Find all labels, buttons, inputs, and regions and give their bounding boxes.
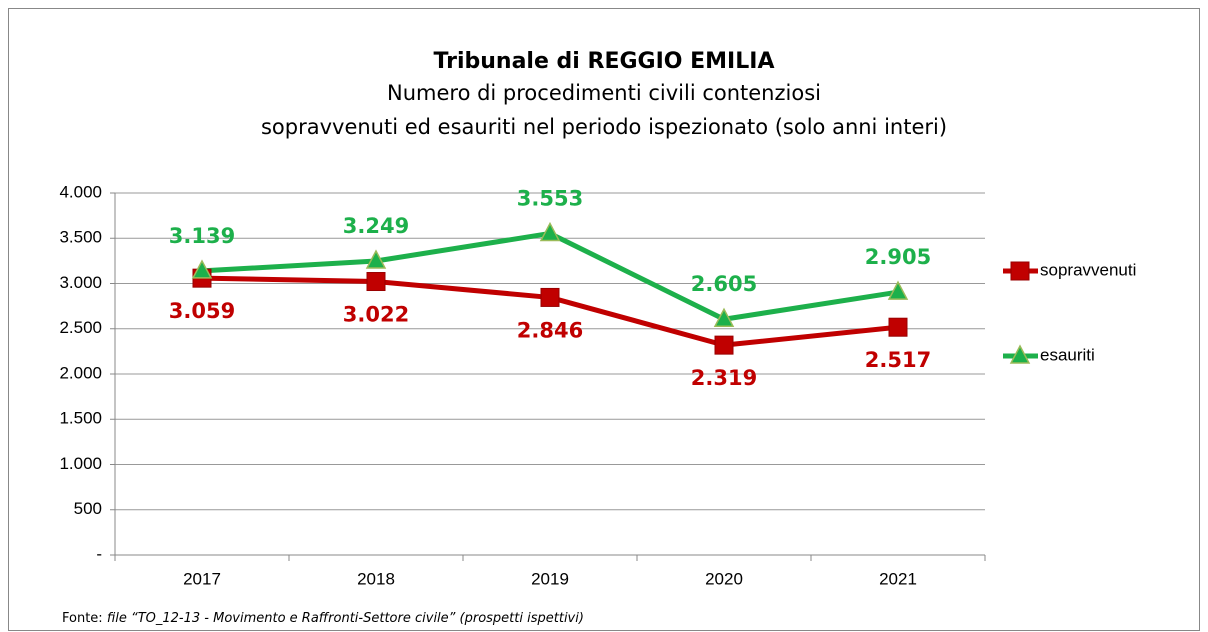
value-label: 2.605 bbox=[691, 272, 757, 296]
data-point bbox=[540, 287, 560, 307]
value-label: 3.139 bbox=[169, 224, 235, 248]
y-tick-label: 2.000 bbox=[59, 363, 102, 382]
source-text: file “TO_12-13 - Movimento e Raffronti-S… bbox=[107, 611, 584, 626]
value-label: 2.846 bbox=[517, 318, 583, 342]
legend-marker bbox=[1009, 344, 1031, 364]
x-tick-label: 2017 bbox=[183, 569, 221, 588]
value-label: 2.905 bbox=[865, 245, 931, 269]
chart-subtitle: Numero di procedimenti civili contenzios… bbox=[387, 81, 821, 105]
legend-marker bbox=[1010, 261, 1030, 281]
y-tick-label: - bbox=[96, 544, 102, 563]
chart-title: Tribunale di REGGIO EMILIA bbox=[434, 49, 775, 74]
data-point bbox=[539, 221, 561, 242]
x-tick-label: 2020 bbox=[705, 569, 743, 588]
data-point bbox=[366, 272, 386, 292]
y-tick-label: 1.500 bbox=[59, 409, 102, 428]
chart-subtitle: sopravvenuti ed esauriti nel periodo isp… bbox=[261, 115, 947, 139]
data-point bbox=[887, 280, 909, 300]
data-point bbox=[365, 249, 387, 269]
data-point bbox=[714, 335, 734, 355]
data-point bbox=[713, 307, 735, 327]
data-point bbox=[191, 259, 213, 279]
y-tick-label: 3.000 bbox=[59, 273, 102, 292]
source-label: Fonte: bbox=[62, 611, 103, 626]
chart-frame bbox=[8, 8, 1200, 631]
value-label: 3.059 bbox=[169, 299, 235, 323]
data-point bbox=[888, 317, 908, 337]
y-tick-label: 4.000 bbox=[59, 182, 102, 201]
value-label: 3.022 bbox=[343, 303, 409, 327]
x-tick-label: 2019 bbox=[531, 569, 569, 588]
source-note: Fonte: file “TO_12-13 - Movimento e Raff… bbox=[62, 611, 584, 626]
value-label: 3.553 bbox=[517, 186, 583, 210]
value-label: 2.517 bbox=[865, 348, 931, 372]
y-tick-label: 2.500 bbox=[59, 318, 102, 337]
y-tick-label: 1.000 bbox=[59, 454, 102, 473]
x-tick-label: 2018 bbox=[357, 569, 395, 588]
value-label: 2.319 bbox=[691, 366, 757, 390]
y-tick-label: 3.500 bbox=[59, 228, 102, 247]
x-tick-label: 2021 bbox=[879, 569, 917, 588]
y-tick-label: 500 bbox=[74, 499, 102, 518]
legend-label: sopravvenuti bbox=[1040, 260, 1136, 279]
value-label: 3.249 bbox=[343, 214, 409, 238]
legend-label: esauriti bbox=[1040, 345, 1095, 364]
